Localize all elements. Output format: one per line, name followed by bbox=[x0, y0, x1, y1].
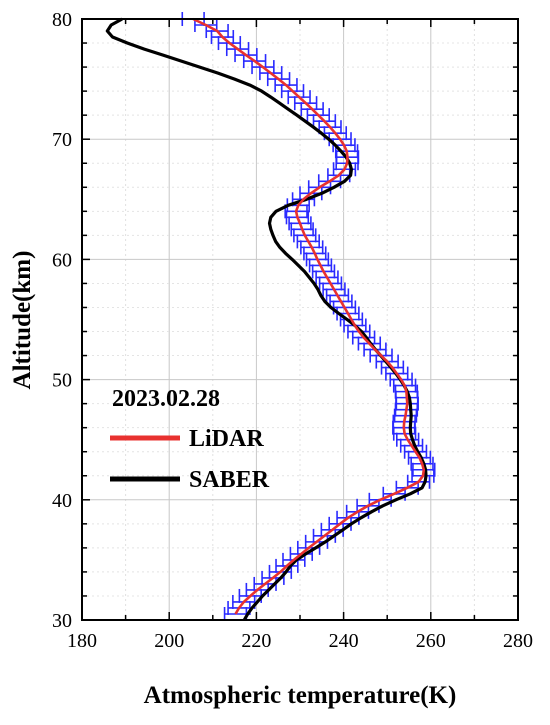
legend: 2023.02.28 LiDAR SABER bbox=[110, 386, 270, 493]
x-tick-label: 260 bbox=[416, 630, 446, 652]
series-layer bbox=[105, 12, 436, 621]
grid bbox=[82, 19, 518, 620]
x-tick-label: 240 bbox=[329, 630, 359, 652]
x-axis-title: Atmospheric temperature(K) bbox=[144, 682, 457, 709]
y-axis-title: Altitude(km) bbox=[9, 251, 36, 390]
y-tick-label: 50 bbox=[52, 370, 72, 392]
legend-label-saber: SABER bbox=[189, 467, 270, 493]
y-tick-label: 80 bbox=[52, 9, 72, 31]
y-tick-label: 60 bbox=[52, 249, 72, 271]
y-tick-label: 40 bbox=[52, 490, 72, 512]
y-tick-label: 70 bbox=[52, 129, 72, 151]
saber-series-line bbox=[105, 17, 428, 621]
lidar-series-line bbox=[192, 17, 426, 615]
x-tick-label: 180 bbox=[67, 630, 97, 652]
x-tick-label: 200 bbox=[154, 630, 184, 652]
legend-title: 2023.02.28 bbox=[112, 386, 220, 412]
axes bbox=[81, 18, 519, 621]
x-tick-label: 280 bbox=[503, 630, 533, 652]
y-tick-label: 30 bbox=[52, 610, 72, 632]
tick-labels: 180 200 220 240 260 280 30 40 50 60 70 80 bbox=[52, 9, 533, 652]
x-tick-label: 220 bbox=[241, 630, 271, 652]
legend-label-lidar: LiDAR bbox=[189, 426, 264, 452]
